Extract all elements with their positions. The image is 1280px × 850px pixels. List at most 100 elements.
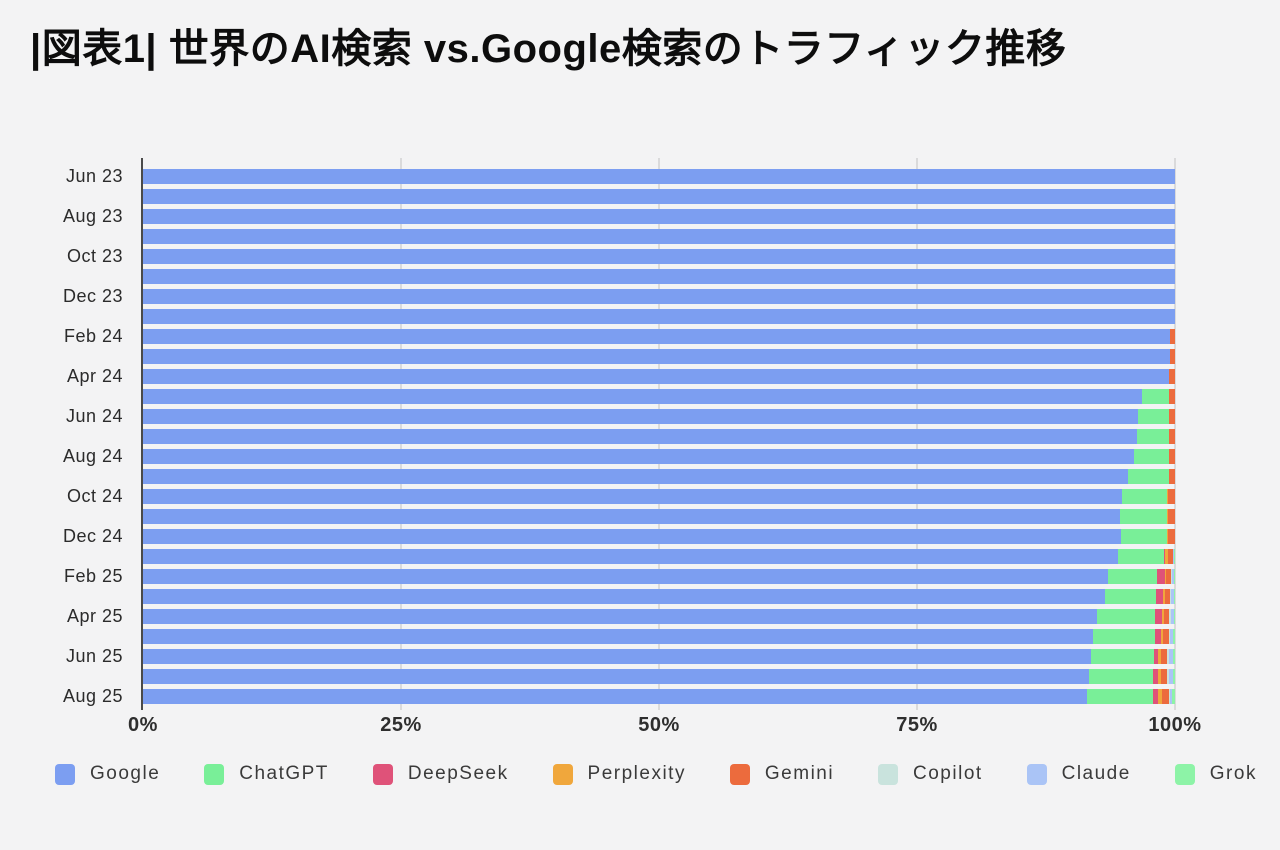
segment-grok (1173, 588, 1175, 604)
bar-jun-24 (143, 408, 1175, 424)
segment-grok (1171, 688, 1175, 704)
segment-google (143, 208, 1175, 224)
segment-gemini (1165, 568, 1171, 584)
segment-google (143, 688, 1088, 704)
segment-claude (1168, 648, 1173, 664)
bar-row-apr-25 (143, 606, 1175, 626)
segment-perplexity (1160, 628, 1163, 644)
bar-jul-23 (143, 188, 1175, 204)
segment-deepseek (1156, 588, 1163, 604)
segment-perplexity (1162, 588, 1165, 604)
segment-gemini (1161, 688, 1169, 704)
bar-feb-25 (143, 568, 1175, 584)
segment-google (143, 288, 1175, 304)
segment-claude (1169, 688, 1172, 704)
segment-perplexity (1164, 568, 1166, 584)
segment-gemini (1168, 468, 1175, 484)
legend-label-claude: Claude (1061, 763, 1131, 784)
segment-google (143, 368, 1169, 384)
legend-item-copilot: Copilot (878, 763, 983, 785)
segment-gemini (1168, 408, 1175, 424)
segment-claude (1170, 608, 1174, 624)
bar-row-sep-23 (143, 226, 1175, 246)
segment-grok (1172, 628, 1175, 644)
bar-row-jun-23 (143, 166, 1175, 186)
segment-grok (1173, 568, 1175, 584)
bar-row-may-25 (143, 626, 1175, 646)
gridline-100 (1174, 158, 1176, 710)
segment-google (143, 648, 1092, 664)
legend-label-chatgpt: ChatGPT (239, 763, 329, 784)
legend-item-google: Google (55, 763, 160, 785)
segment-google (143, 548, 1119, 564)
segment-google (143, 308, 1175, 324)
legend-color-chip-google (55, 763, 75, 785)
plot-area (141, 158, 1176, 710)
bar-may-24 (143, 388, 1175, 404)
y-axis-label: Oct 23 (66, 246, 123, 266)
segment-copilot (1166, 668, 1169, 684)
x-axis-label: 75% (896, 714, 938, 736)
segment-google (143, 488, 1123, 504)
legend-item-deepseek: DeepSeek (372, 763, 509, 785)
bar-row-jan-24 (143, 306, 1175, 326)
bar-row-nov-23 (143, 266, 1175, 286)
y-axis-label: Feb 24 (63, 326, 123, 346)
legend-color-chip-gemini (729, 763, 750, 785)
bar-jul-25 (143, 668, 1175, 684)
segment-gemini (1169, 328, 1175, 344)
segment-gemini (1162, 628, 1169, 644)
bar-row-jul-25 (143, 666, 1175, 686)
segment-gemini (1160, 668, 1167, 684)
segment-google (143, 428, 1137, 444)
segment-google (143, 668, 1090, 684)
y-axis-label: Aug 23 (62, 206, 123, 226)
segment-gemini (1169, 348, 1175, 364)
bar-jan-25 (143, 548, 1175, 564)
bar-oct-23 (143, 248, 1175, 264)
segment-grok (1173, 608, 1175, 624)
bar-row-sep-24 (143, 466, 1175, 486)
legend-color-chip-deepseek (372, 763, 393, 785)
legend-label-grok: Grok (1209, 763, 1257, 784)
segment-google (143, 608, 1097, 624)
segment-gemini (1163, 608, 1169, 624)
segment-chatgpt (1118, 548, 1164, 564)
segment-claude (1173, 548, 1175, 564)
segment-copilot (1168, 688, 1170, 704)
segment-google (143, 328, 1170, 344)
legend: Google ChatGPT DeepSeek Perplexity Gemini Cop… (55, 763, 1257, 785)
bar-jul-24 (143, 428, 1175, 444)
legend-label-perplexity: Perplexity (587, 763, 686, 784)
legend-item-grok: Grok (1174, 763, 1257, 785)
bar-apr-24 (143, 368, 1175, 384)
segment-grok (1174, 548, 1175, 564)
segment-google (143, 508, 1121, 524)
segment-perplexity (1166, 528, 1168, 544)
segment-google (143, 588, 1105, 604)
stacked-bar-chart: Jun 23 Aug 23 Oct 23 Dec 23 Feb 24 Apr 24 Jun … (0, 158, 1280, 710)
segment-google (143, 248, 1175, 264)
segment-google (143, 388, 1142, 404)
bar-row-jun-25 (143, 646, 1175, 666)
segment-chatgpt (1121, 528, 1167, 544)
segment-chatgpt (1122, 488, 1167, 504)
page-title: |図表1| 世界のAI検索 vs.Google検索のトラフィック推移 (30, 27, 1067, 71)
segment-chatgpt (1096, 608, 1156, 624)
bar-row-mar-25 (143, 586, 1175, 606)
bar-may-25 (143, 628, 1175, 644)
y-axis: Jun 23 Aug 23 Oct 23 Dec 23 Feb 24 Apr 24 Jun … (0, 158, 131, 710)
bar-row-dec-23 (143, 286, 1175, 306)
segment-claude (1169, 628, 1173, 644)
bar-row-nov-24 (143, 506, 1175, 526)
segment-perplexity (1166, 488, 1168, 504)
segment-claude (1171, 568, 1174, 584)
bar-dec-24 (143, 528, 1175, 544)
legend-label-deepseek: DeepSeek (407, 763, 509, 784)
segment-google (143, 628, 1094, 644)
segment-chatgpt (1107, 568, 1158, 584)
segment-google (143, 228, 1175, 244)
segment-gemini (1168, 448, 1175, 464)
bars-container (143, 166, 1175, 706)
segment-chatgpt (1087, 688, 1154, 704)
